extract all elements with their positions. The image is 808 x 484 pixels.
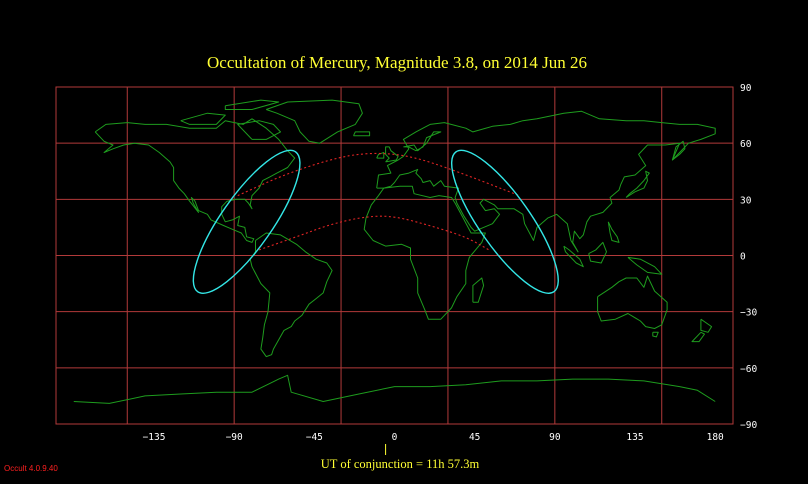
southern-path-limit: [258, 215, 490, 251]
longitude-label: −135: [143, 432, 166, 443]
coastline: [625, 170, 650, 198]
coastline: [691, 331, 705, 343]
lat-lon-grid: [55, 86, 734, 425]
longitude-label: 135: [626, 432, 643, 443]
coastline: [403, 131, 442, 152]
coastline: [237, 120, 281, 140]
coastline: [353, 131, 371, 137]
northern-path-limit: [237, 152, 520, 197]
latitude-label: 0: [740, 252, 746, 263]
coastline: [627, 256, 663, 275]
coastline: [700, 318, 713, 333]
east-visibility-curve: [450, 149, 559, 294]
coastline: [363, 185, 486, 320]
latitude-label: −90: [740, 420, 757, 431]
coastline: [224, 99, 280, 110]
coastline: [588, 241, 607, 264]
conjunction-time: UT of conjunction = 11h 57.3m: [321, 457, 480, 471]
latitude-label: −30: [740, 308, 757, 319]
west-visibility-curve: [192, 149, 301, 294]
visibility-curves: [192, 149, 559, 294]
longitude-label: 180: [707, 432, 724, 443]
longitude-label: 0: [392, 432, 398, 443]
longitude-label: −90: [226, 432, 243, 443]
coastline: [376, 152, 385, 159]
latitude-tick-labels: 90 60 30 0 −30 −60 −90: [740, 83, 757, 431]
coastline: [180, 112, 226, 125]
occultation-path-limits: [237, 152, 520, 251]
latitude-label: 30: [740, 195, 752, 206]
coastline: [249, 232, 333, 358]
coastlines: [73, 99, 716, 404]
longitude-label: 90: [549, 432, 561, 443]
latitude-label: 90: [740, 83, 752, 94]
coastline: [94, 118, 296, 243]
coastline: [652, 331, 659, 338]
longitude-label: −45: [306, 432, 323, 443]
software-version: Occult 4.0.9.40: [4, 464, 58, 473]
coastline: [73, 374, 716, 404]
longitude-tick-labels: 180 −135 −90 −45 0 45 90 135: [143, 432, 724, 443]
map-title: Occultation of Mercury, Magnitude 3.8, o…: [207, 53, 587, 72]
longitude-label: 45: [469, 432, 480, 443]
coastline: [266, 99, 363, 144]
coastline: [376, 110, 716, 253]
latitude-label: −60: [740, 364, 757, 375]
coastline: [563, 245, 584, 268]
coastline: [607, 221, 620, 243]
coastline: [472, 277, 485, 303]
coastline: [597, 275, 668, 329]
coastline: [385, 146, 399, 163]
coastline: [671, 140, 686, 161]
latitude-label: 60: [740, 139, 752, 150]
